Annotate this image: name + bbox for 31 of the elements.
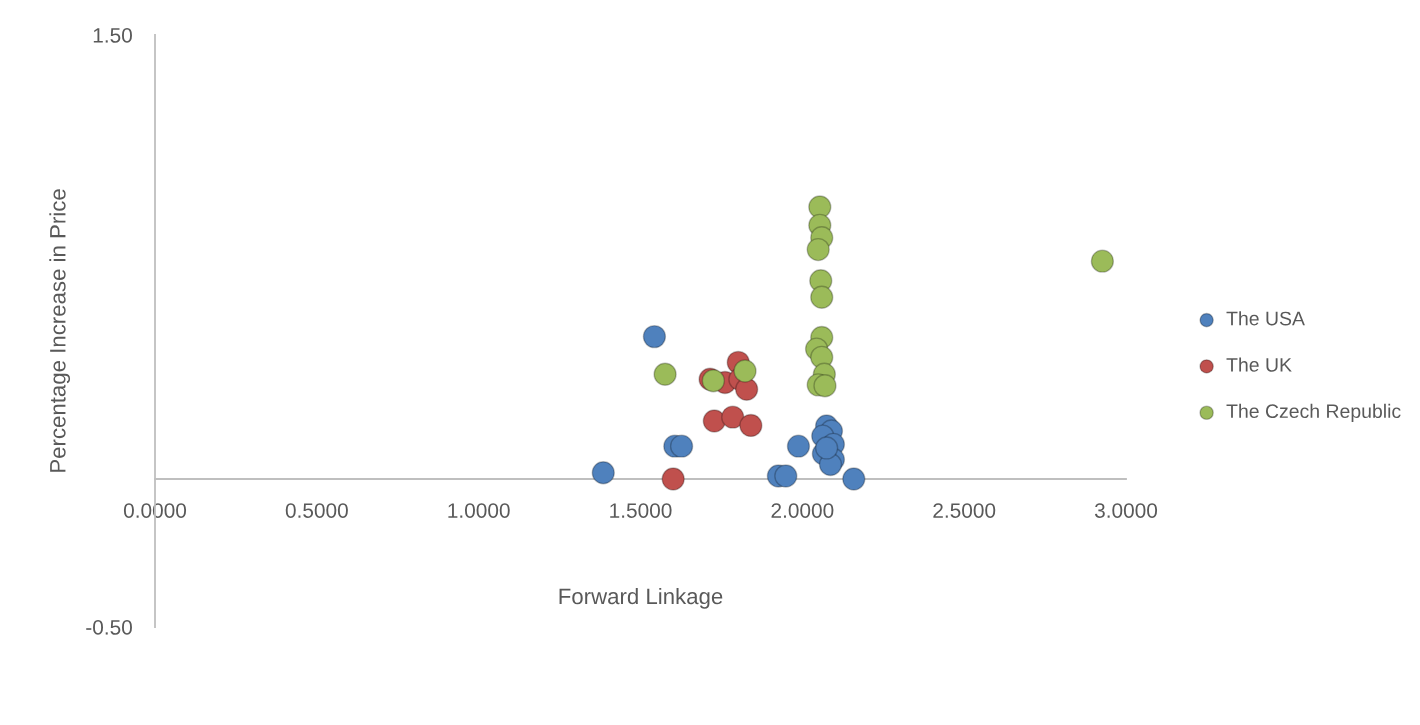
legend-label: The USA (1226, 311, 1305, 326)
point (806, 237, 830, 262)
point (810, 285, 834, 309)
point (842, 467, 866, 491)
x-tick-label: 1.5000 (610, 503, 672, 518)
point (1090, 249, 1115, 273)
point (774, 464, 798, 488)
y-tick-label: 1.50 (93, 28, 132, 43)
point (786, 434, 811, 458)
point (813, 374, 837, 398)
x-tick-label: 2.5000 (933, 503, 996, 518)
x-axis-title: Forward Linkage (559, 587, 723, 609)
y-axis-title: Percentage Increase in Price (49, 189, 71, 472)
point (653, 362, 677, 386)
point (591, 461, 615, 485)
x-tick-label: 2.0000 (771, 503, 834, 518)
x-tick-label: 0.0000 (123, 503, 187, 518)
x-tick-label: 0.5000 (285, 503, 348, 518)
point (739, 413, 763, 438)
point (661, 467, 685, 491)
point (669, 434, 694, 458)
legend-label: The UK (1226, 357, 1292, 372)
point (721, 405, 745, 429)
legend-label: The Czech Republic (1226, 403, 1401, 422)
point (814, 436, 839, 460)
point (702, 409, 726, 433)
x-tick-label: 3.0000 (1094, 503, 1158, 518)
point (642, 324, 667, 349)
y-tick-label: -0.50 (86, 620, 132, 635)
x-tick-label: 1.0000 (448, 503, 510, 518)
point (733, 359, 757, 383)
